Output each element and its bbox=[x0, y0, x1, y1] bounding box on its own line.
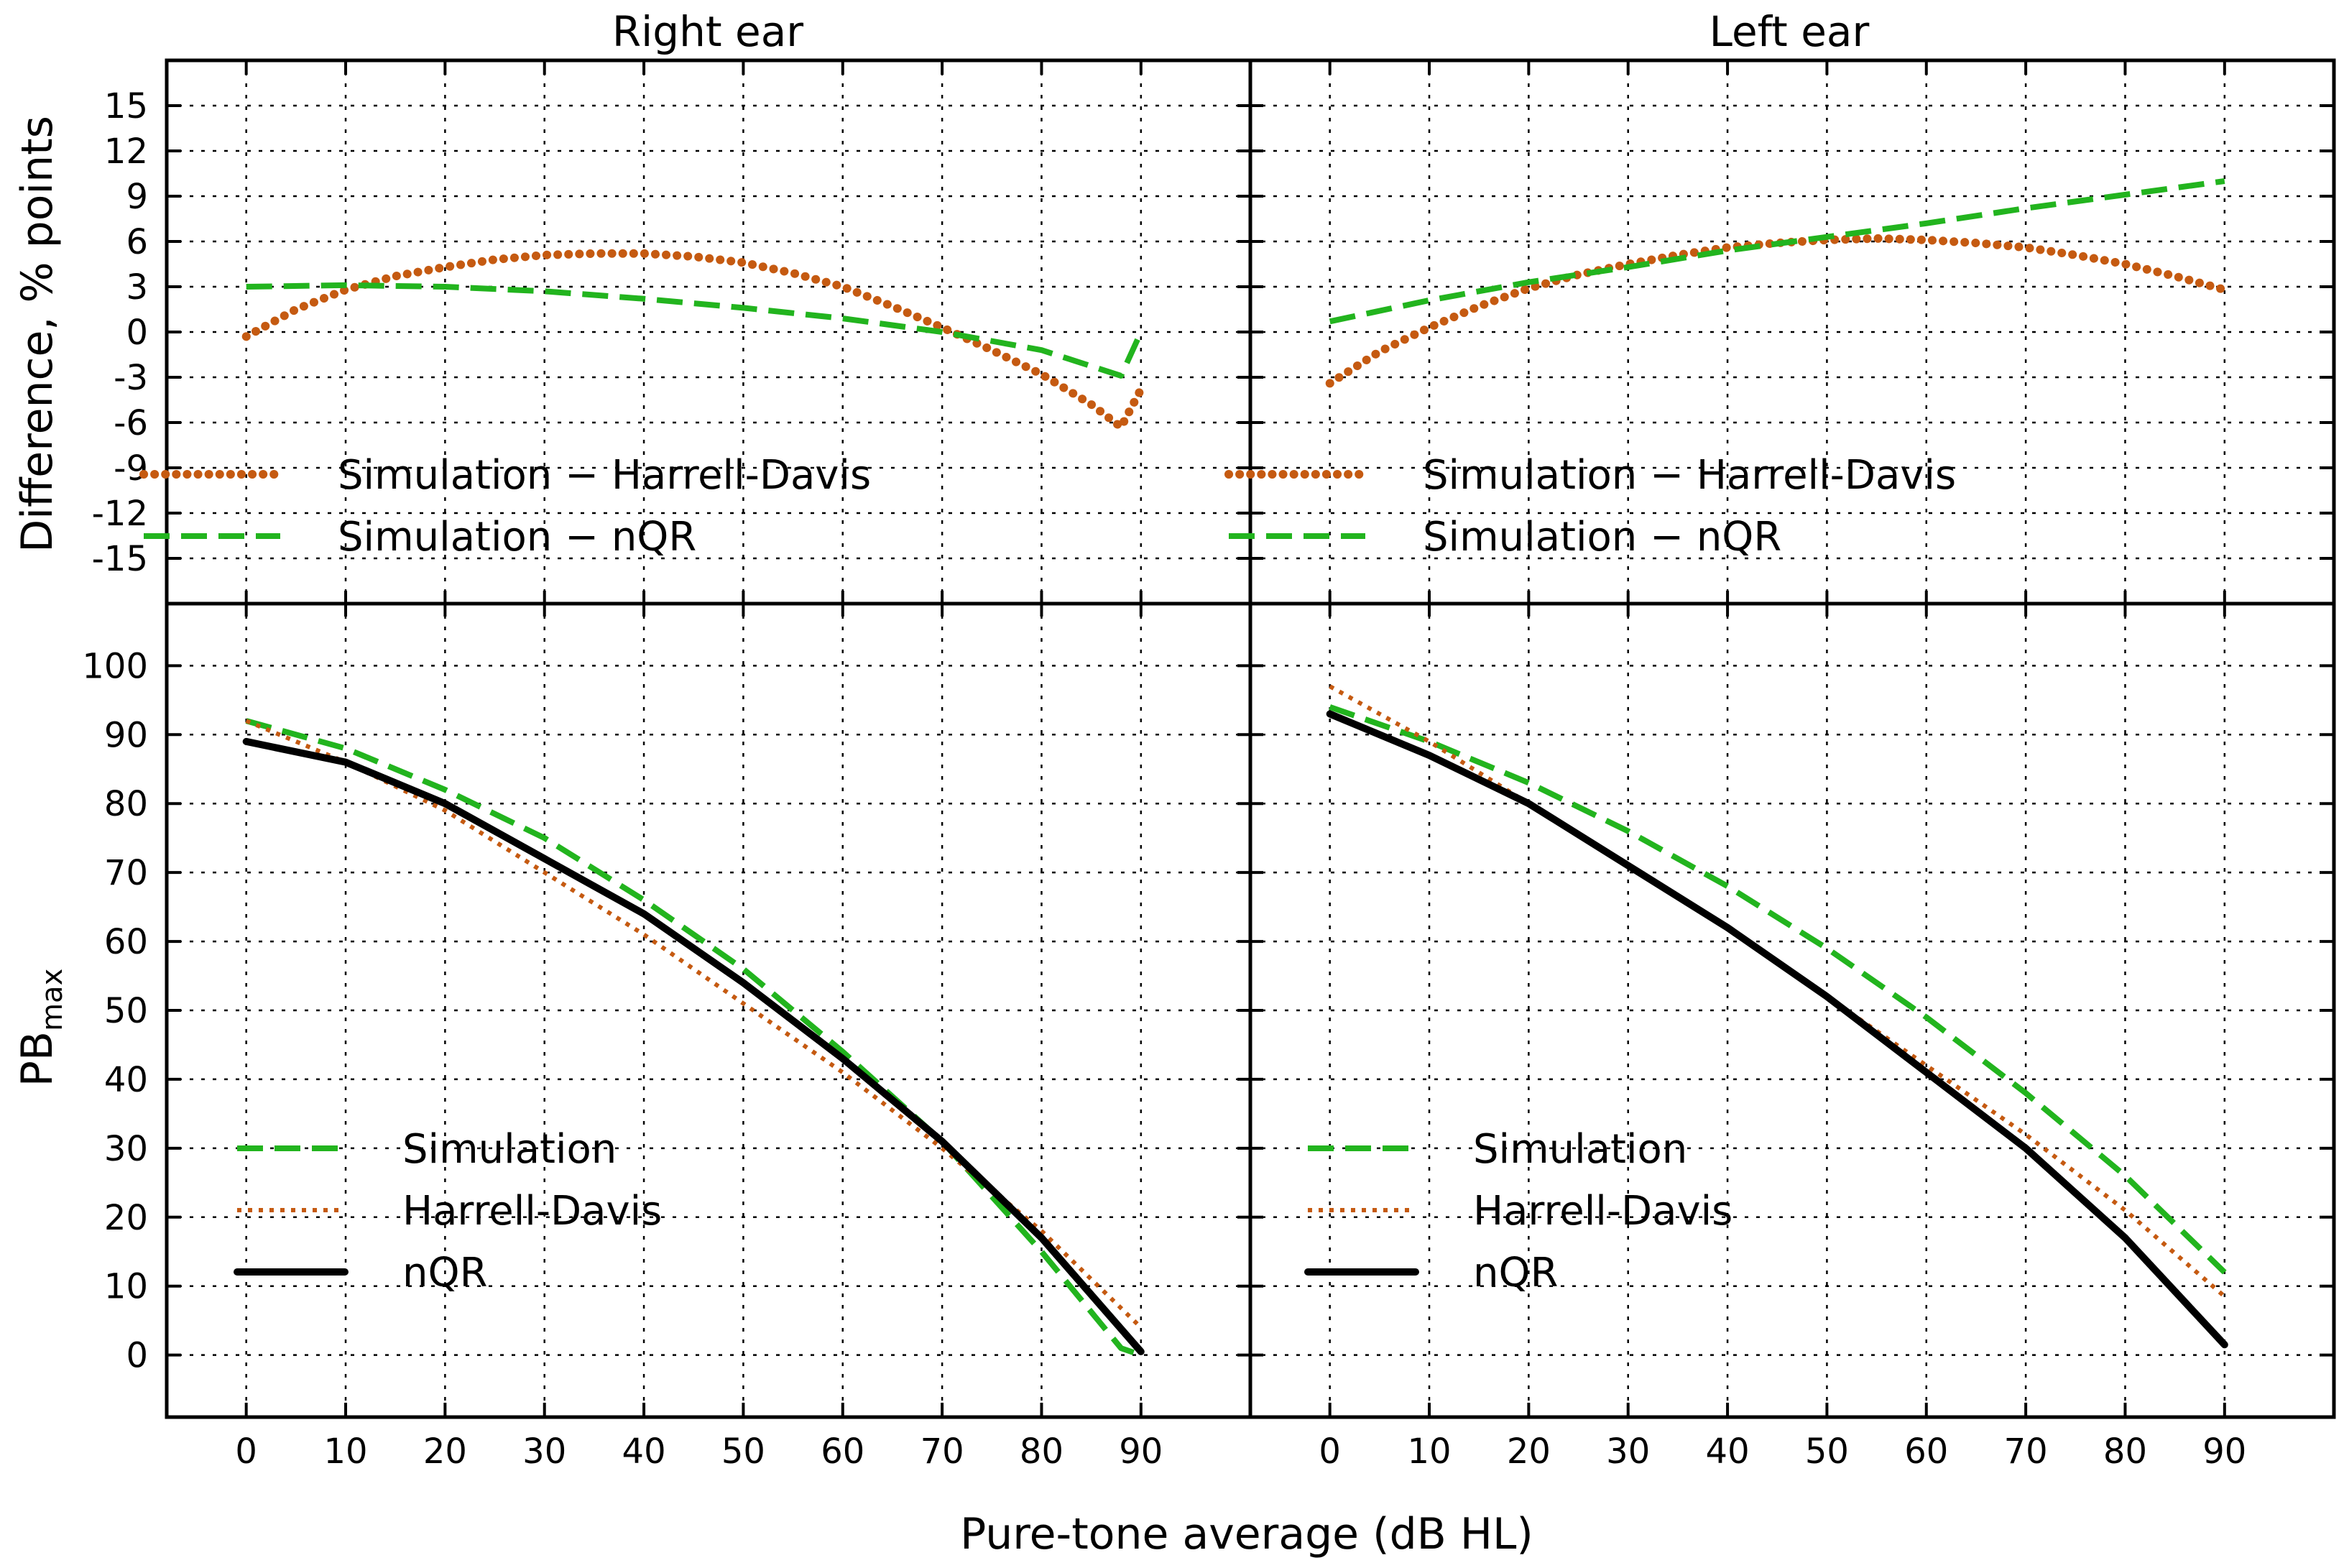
y-tick-label: 30 bbox=[104, 1129, 148, 1169]
y-tick-label: 20 bbox=[104, 1198, 148, 1238]
y-axis-label-difference: Difference, % points bbox=[12, 116, 63, 553]
y-tick-label: 0 bbox=[126, 313, 148, 353]
y-tick-label: 60 bbox=[104, 922, 148, 962]
x-tick-label: 90 bbox=[1119, 1431, 1163, 1472]
x-tick-label: 70 bbox=[2004, 1431, 2048, 1472]
y-tick-label: 0 bbox=[126, 1336, 148, 1376]
left-difference-simulation-harrell-davis-line bbox=[1325, 234, 2229, 388]
legend-label: Simulation − Harrell-Davis bbox=[338, 452, 871, 499]
pbmax-subscript: max bbox=[36, 969, 69, 1031]
legend-label: nQR bbox=[1473, 1250, 1558, 1296]
left-pbmax-simulation-line bbox=[1329, 704, 2227, 1275]
right-pbmax-nqr-line bbox=[242, 737, 1145, 1355]
y-tick-label: 3 bbox=[126, 267, 148, 308]
x-tick-label: 80 bbox=[2103, 1431, 2147, 1472]
y-tick-label: -6 bbox=[114, 403, 148, 443]
right-pbmax-simulation-line bbox=[245, 718, 1143, 1358]
x-tick-label: 50 bbox=[1805, 1431, 1849, 1472]
legend-label: Harrell-Davis bbox=[402, 1188, 662, 1235]
legend-label: Harrell-Davis bbox=[1473, 1188, 1732, 1235]
legend-label: Simulation − Harrell-Davis bbox=[1423, 452, 1956, 499]
x-tick-label: 80 bbox=[1020, 1431, 1063, 1472]
left-pbmax-nqr-line bbox=[1326, 710, 2228, 1349]
y-tick-label: 90 bbox=[104, 715, 148, 755]
x-tick-label: 0 bbox=[235, 1431, 257, 1472]
x-tick-label: 50 bbox=[721, 1431, 765, 1472]
tick-layer: -15 -12 -9 -6 -3 0 3 6 9 12 15 0 10 20 30 40 50 60 70 80 90 1… bbox=[82, 60, 2334, 1472]
x-tick-label: 20 bbox=[1507, 1431, 1551, 1472]
grid-layer bbox=[167, 60, 2334, 1417]
legend-label: nQR bbox=[402, 1250, 487, 1296]
title-right-ear: Right ear bbox=[612, 7, 803, 56]
legend-layer: Simulation − Harrell-Davis Simulation − n… bbox=[139, 452, 1956, 1296]
y-tick-label: 40 bbox=[104, 1060, 148, 1100]
y-tick-label: 10 bbox=[104, 1267, 148, 1307]
series-layer bbox=[241, 178, 2229, 1358]
y-tick-label: 100 bbox=[82, 646, 148, 686]
y-tick-label: 6 bbox=[126, 222, 148, 262]
y-tick-label: 9 bbox=[126, 177, 148, 217]
y-axis-label-pbmax: PBmax bbox=[12, 969, 69, 1087]
y-tick-label: 15 bbox=[104, 86, 148, 126]
pbmax-main: PB bbox=[12, 1031, 63, 1087]
y-tick-label: 80 bbox=[104, 784, 148, 824]
x-tick-label: 30 bbox=[522, 1431, 566, 1472]
y-tick-label: -12 bbox=[92, 494, 148, 534]
x-axis-label: Pure-tone average (dB HL) bbox=[960, 1509, 1533, 1559]
x-tick-label: 40 bbox=[1706, 1431, 1750, 1472]
x-tick-label: 60 bbox=[1904, 1431, 1948, 1472]
x-tick-label: 60 bbox=[821, 1431, 864, 1472]
legend-label: Simulation bbox=[1473, 1126, 1687, 1173]
right-difference-simulation-harrell-davis-line bbox=[241, 249, 1145, 432]
x-tick-label: 30 bbox=[1606, 1431, 1650, 1472]
y-tick-label: 70 bbox=[104, 853, 148, 893]
left-difference-simulation-nqr-line bbox=[1329, 178, 2225, 325]
y-tick-label: -15 bbox=[92, 539, 148, 579]
right-difference-simulation-nqr-line bbox=[246, 282, 1144, 379]
y-tick-label: -3 bbox=[114, 358, 148, 398]
y-tick-label: 12 bbox=[104, 132, 148, 172]
y-tick-label: -9 bbox=[114, 448, 148, 489]
x-tick-label: 10 bbox=[1407, 1431, 1451, 1472]
x-tick-label: 10 bbox=[323, 1431, 367, 1472]
legend-label: Simulation − nQR bbox=[1423, 514, 1781, 561]
x-tick-label: 70 bbox=[920, 1431, 964, 1472]
legend-label: Simulation − nQR bbox=[338, 514, 696, 561]
title-left-ear: Left ear bbox=[1709, 7, 1870, 56]
x-tick-label: 0 bbox=[1319, 1431, 1341, 1472]
x-tick-label: 20 bbox=[423, 1431, 467, 1472]
x-tick-label: 90 bbox=[2202, 1431, 2246, 1472]
x-tick-label: 40 bbox=[622, 1431, 666, 1472]
right-pbmax-harrell-davis-line bbox=[245, 719, 1143, 1329]
legend-label: Simulation bbox=[402, 1126, 617, 1173]
y-tick-label: 50 bbox=[104, 991, 148, 1031]
